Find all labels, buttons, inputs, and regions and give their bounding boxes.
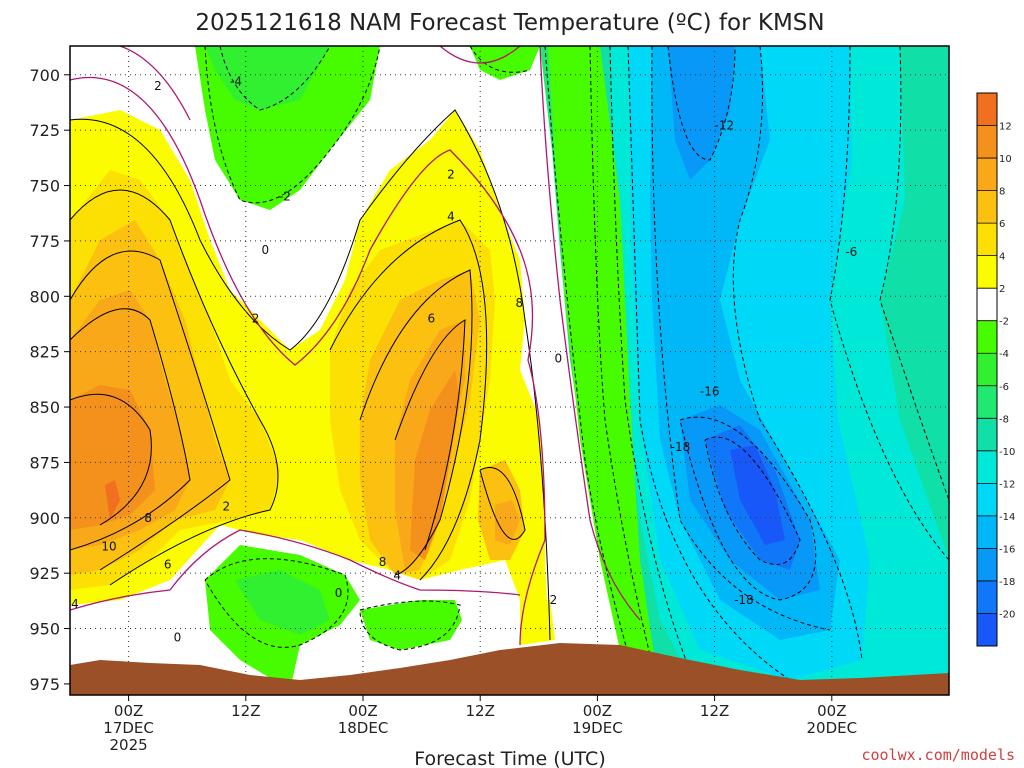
colorbar-swatch	[977, 256, 997, 289]
contour-label: 0	[174, 630, 182, 644]
y-tick-label: 975	[29, 675, 60, 694]
x-tick-label: 12Z	[466, 702, 495, 720]
contour-label: 6	[428, 311, 436, 325]
colorbar-swatch	[977, 353, 997, 386]
colorbar-label: 4	[999, 252, 1005, 263]
y-tick-label: 725	[29, 121, 60, 140]
y-tick-label: 950	[29, 620, 60, 639]
contour-label: 0	[555, 351, 563, 365]
colorbar-label: 12	[999, 122, 1012, 133]
x-tick-label: 19DEC	[572, 719, 623, 737]
colorbar-label: -14	[999, 512, 1015, 523]
colorbar-swatch	[977, 321, 997, 354]
y-tick-label: 875	[29, 453, 60, 472]
y-tick-label: 925	[29, 564, 60, 583]
y-tick-label: 775	[29, 232, 60, 251]
contour-label: -18	[671, 440, 691, 454]
contour-label: -2	[279, 190, 291, 204]
contour-label: -16	[700, 385, 720, 399]
contour-label: 2	[550, 593, 558, 607]
x-axis-title: Forecast Time (UTC)	[414, 748, 605, 768]
x-tick-label: 17DEC	[103, 719, 154, 737]
colorbar-label: -2	[999, 317, 1009, 328]
colorbar-swatch	[977, 548, 997, 581]
x-tick-label: 20DEC	[807, 719, 858, 737]
colorbar-swatch	[977, 126, 997, 159]
y-axis: 700 725 750 775 800 825 850 875 900 925 950 975	[29, 66, 70, 694]
colorbar-label: -12	[999, 479, 1015, 490]
contour-label: -12	[715, 119, 735, 133]
colorbar-label: -20	[999, 609, 1015, 620]
colorbar-label: 2	[999, 284, 1005, 295]
contour-label: 4	[447, 210, 455, 224]
contour-label: -6	[845, 245, 857, 259]
colorbar-label: -18	[999, 577, 1015, 588]
colorbar: 12 10 8 6 4 2 -2 -4 -6 -8 -10 -12 -14 -16 -18 -20	[977, 93, 1015, 647]
y-tick-label: 700	[29, 66, 60, 85]
temperature-fill	[70, 46, 949, 695]
colorbar-swatch	[977, 483, 997, 516]
contour-label: 2	[222, 500, 230, 514]
x-tick-label: 2025	[110, 736, 148, 754]
x-tick-label: 12Z	[700, 702, 729, 720]
contour-label: 0	[262, 243, 270, 257]
colorbar-swatch	[977, 223, 997, 256]
contour-label: 8	[379, 555, 387, 569]
x-tick-label: 00Z	[348, 702, 377, 720]
contour-label: 2	[154, 79, 162, 93]
chart-title: 2025121618 NAM Forecast Temperature (ºC)…	[195, 10, 824, 36]
y-tick-label: 850	[29, 398, 60, 417]
contour-label: 10	[101, 540, 116, 554]
colorbar-swatch	[977, 516, 997, 549]
y-tick-label: 825	[29, 343, 60, 362]
colorbar-label: -6	[999, 382, 1009, 393]
contour-label: 2	[447, 167, 455, 181]
colorbar-swatch	[977, 418, 997, 451]
credit-text: coolwx.com/models	[861, 746, 1015, 764]
colorbar-swatch	[977, 581, 997, 614]
colorbar-label: 8	[999, 187, 1005, 198]
contour-label: 4	[71, 597, 79, 611]
colorbar-swatch	[977, 158, 997, 191]
colorbar-swatch	[977, 93, 997, 126]
colorbar-label: -10	[999, 447, 1015, 458]
contour-label: 4	[393, 568, 401, 582]
colorbar-swatch	[977, 288, 997, 321]
y-tick-label: 800	[29, 287, 60, 306]
x-tick-label: 00Z	[583, 702, 612, 720]
contour-label: -18	[734, 593, 754, 607]
x-tick-label: 12Z	[231, 702, 260, 720]
colorbar-label: 10	[999, 154, 1012, 165]
contour-label: 0	[335, 586, 343, 600]
contour-label: 2	[252, 311, 260, 325]
x-tick-label: 00Z	[817, 702, 846, 720]
colorbar-swatch	[977, 191, 997, 224]
y-tick-label: 900	[29, 509, 60, 528]
contour-label: -4	[230, 74, 242, 88]
colorbar-label: -16	[999, 544, 1015, 555]
colorbar-swatch	[977, 386, 997, 419]
x-tick-label: 00Z	[114, 702, 143, 720]
contour-label: 8	[144, 511, 152, 525]
y-tick-label: 750	[29, 177, 60, 196]
colorbar-swatch	[977, 613, 997, 646]
contour-label: 8	[515, 296, 523, 310]
colorbar-label: -4	[999, 349, 1009, 360]
colorbar-label: -8	[999, 414, 1009, 425]
colorbar-label: 6	[999, 219, 1005, 230]
x-tick-label: 18DEC	[338, 719, 389, 737]
colorbar-swatch	[977, 451, 997, 484]
contour-label: 6	[164, 557, 172, 571]
